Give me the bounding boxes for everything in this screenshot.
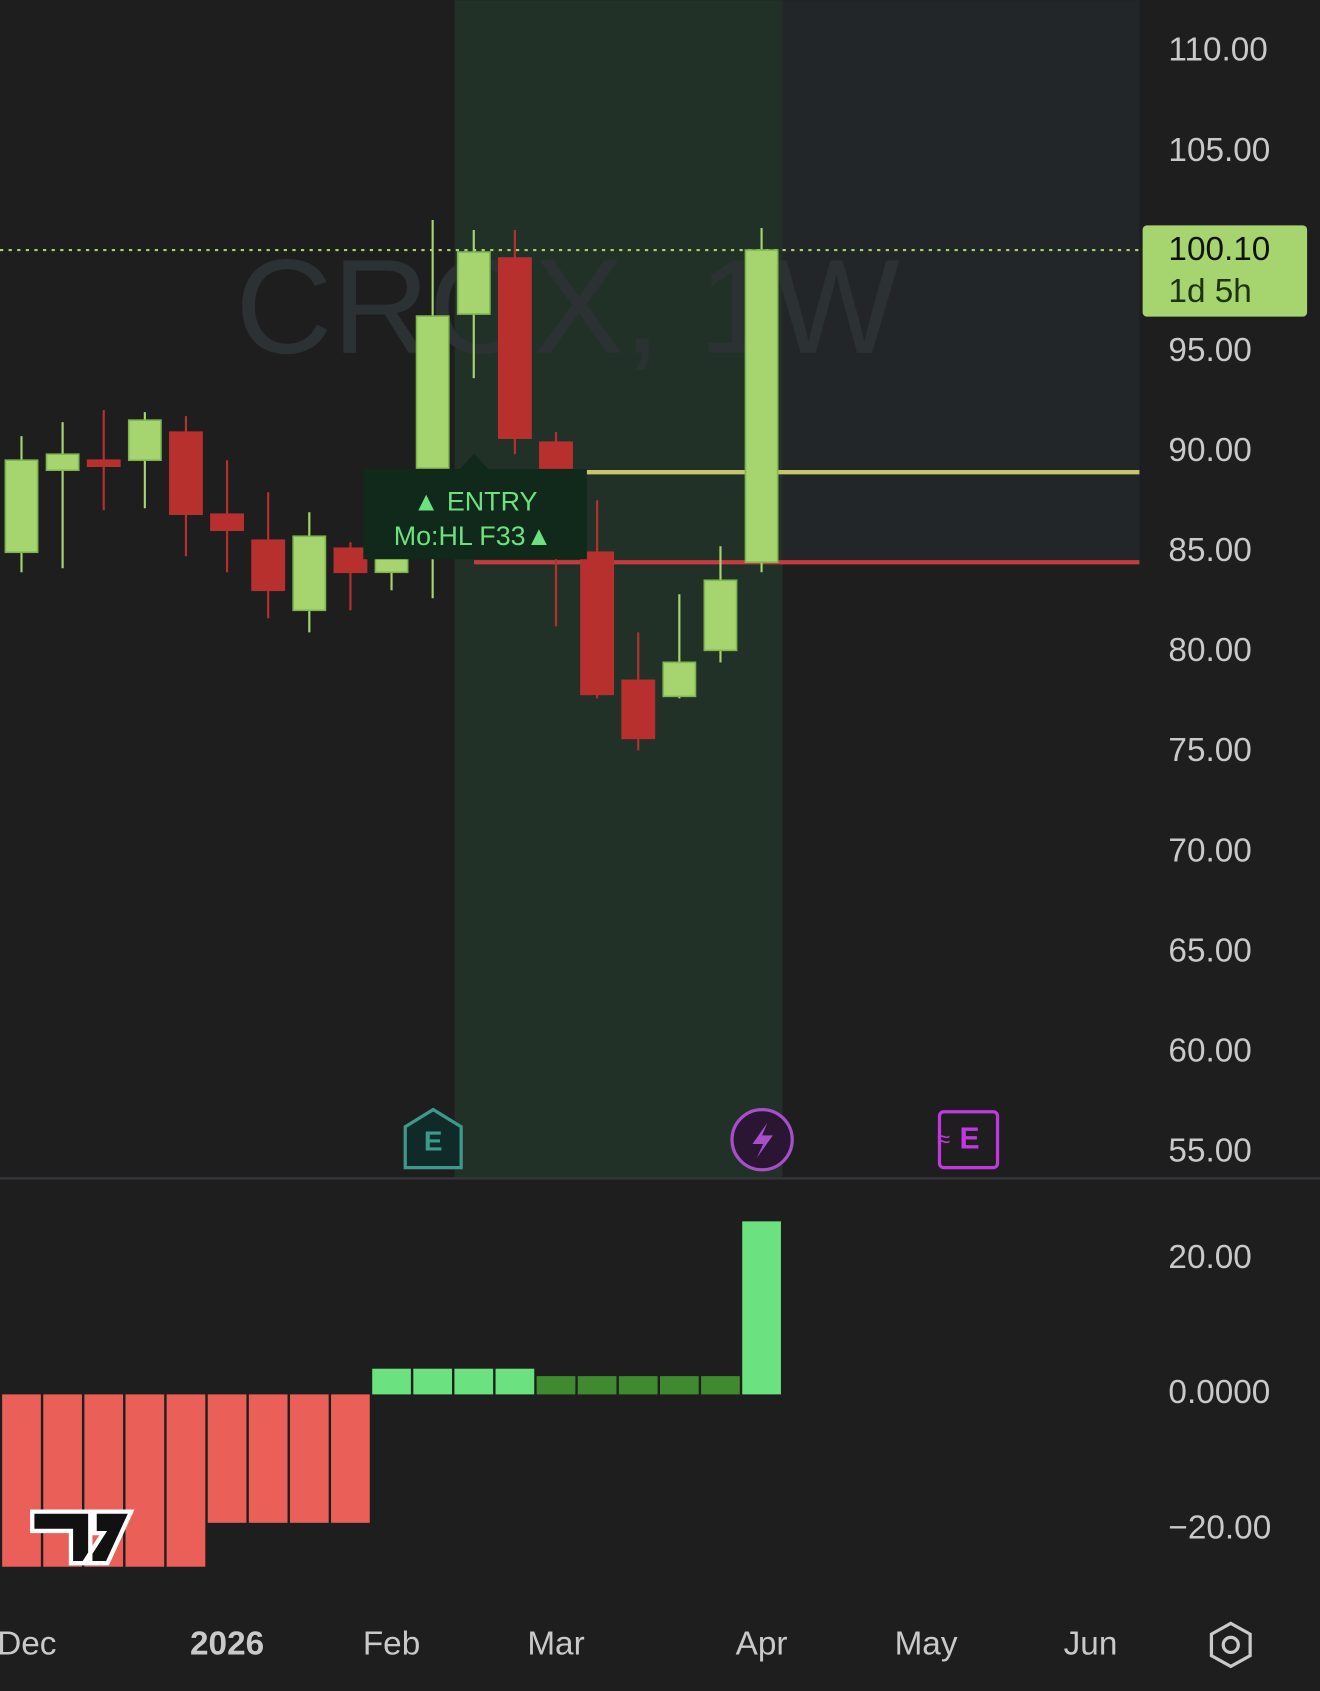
candle-body	[621, 679, 656, 740]
y-tick-label: 20.00	[1168, 1239, 1251, 1276]
candle-body	[86, 459, 121, 468]
y-tick-label: 65.00	[1168, 932, 1251, 969]
y-tick-label: 85.00	[1168, 532, 1251, 569]
candle-body	[333, 547, 368, 574]
oscillator-bar	[660, 1376, 699, 1395]
y-tick-label: 110.00	[1168, 32, 1267, 69]
candle-body	[210, 513, 245, 532]
candle-body	[45, 453, 80, 472]
candle-body	[662, 661, 697, 698]
watermark: CROX, 1W	[235, 232, 900, 382]
y-tick-label: 80.00	[1168, 632, 1251, 669]
oscillator-bar	[577, 1376, 617, 1395]
earnings-icon: E	[403, 1107, 463, 1170]
y-tick-label: 90.00	[1168, 432, 1251, 469]
event-icon[interactable]	[730, 1107, 794, 1172]
oscillator-bar	[536, 1376, 576, 1395]
x-tick-label: Dec	[0, 1626, 56, 1663]
oscillator-bar	[413, 1368, 453, 1395]
svg-text:≈: ≈	[937, 1127, 950, 1153]
candle-body	[415, 315, 450, 470]
candle-body	[169, 431, 203, 516]
oscillator-bar	[701, 1376, 740, 1395]
oscillator-bar	[742, 1221, 781, 1395]
countdown: 1d 5h	[1168, 273, 1251, 310]
candle-body	[497, 257, 532, 439]
oscillator-bar	[207, 1394, 247, 1523]
x-tick-label: 2026	[190, 1626, 264, 1663]
oscillator-bar	[454, 1368, 494, 1395]
x-tick-label: Apr	[736, 1626, 788, 1663]
x-tick-label: Mar	[527, 1626, 584, 1663]
last-price-box	[1142, 225, 1308, 317]
candle-body	[744, 249, 779, 564]
x-tick-label: Jun	[1064, 1626, 1118, 1663]
y-tick-label: 60.00	[1168, 1032, 1251, 1069]
logo	[30, 1509, 135, 1566]
candle-body	[703, 579, 738, 652]
candle-body	[292, 535, 327, 612]
y-tick-label: −20.00	[1168, 1509, 1271, 1546]
candle-body	[374, 557, 409, 574]
y-tick-label: 105.00	[1168, 132, 1270, 169]
oscillator-bar	[331, 1394, 370, 1523]
x-tick-label: Feb	[363, 1626, 420, 1663]
oscillator-bar	[495, 1368, 535, 1395]
last-price-label: 100.10	[1168, 231, 1270, 268]
zone	[782, 0, 1140, 562]
oscillator-bar	[248, 1394, 288, 1523]
oscillator-bar	[372, 1368, 411, 1395]
x-tick-label: May	[895, 1626, 958, 1663]
candle-body	[580, 551, 615, 696]
oscillator-bar	[2, 1394, 41, 1567]
y-tick-label: 70.00	[1168, 832, 1251, 869]
svg-text:E: E	[424, 1125, 443, 1156]
candle-body	[456, 251, 491, 315]
y-tick-label: 75.00	[1168, 732, 1251, 769]
y-tick-label: 0.0000	[1168, 1374, 1270, 1411]
oscillator-bar	[125, 1394, 165, 1567]
oscillator-bar	[289, 1394, 329, 1523]
tooltip-line: Mo:HL F33▲	[394, 521, 552, 551]
y-tick-label: 55.00	[1168, 1132, 1251, 1169]
settings-icon[interactable]	[1209, 1621, 1252, 1669]
candle-body	[251, 539, 286, 592]
tooltip-line: ▲ ENTRY	[413, 486, 538, 516]
oscillator-bar	[618, 1376, 658, 1395]
candle-body	[127, 419, 162, 461]
earnings-upcoming-icon[interactable]: E ≈	[937, 1110, 1000, 1170]
y-tick-label: 95.00	[1168, 332, 1251, 369]
tooltip-box	[363, 453, 587, 560]
candle-body	[4, 459, 39, 554]
svg-text:E: E	[960, 1123, 980, 1156]
oscillator-bar	[166, 1394, 206, 1567]
signal-tooltip: ▲ ENTRY Mo:HL F33▲	[363, 453, 587, 560]
